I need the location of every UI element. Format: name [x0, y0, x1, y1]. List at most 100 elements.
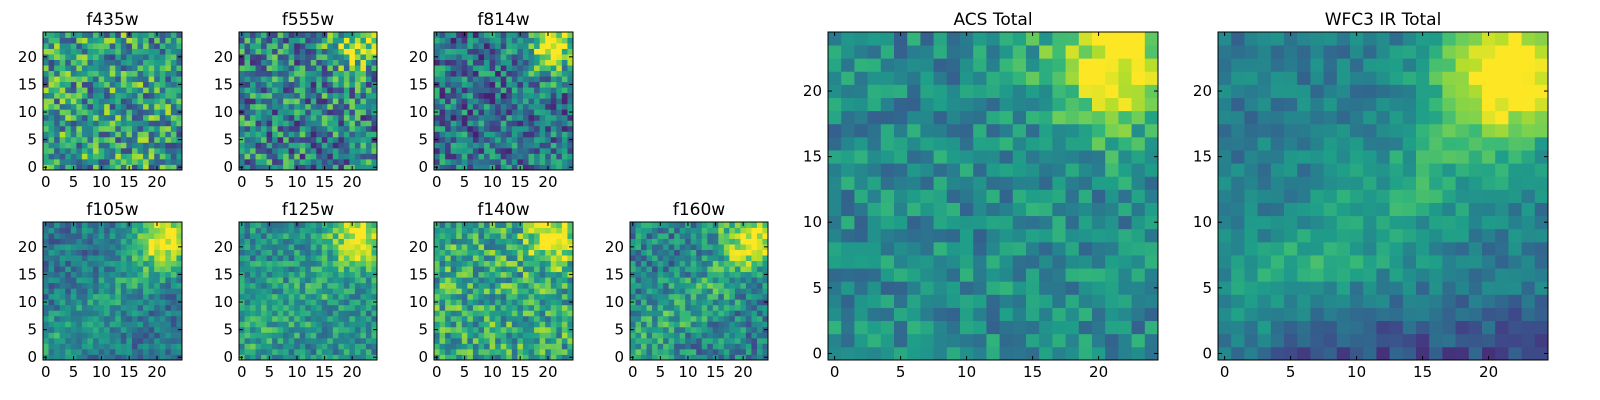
- heatmap-cell: [272, 348, 279, 355]
- heatmap-cell: [176, 260, 183, 267]
- heatmap-cell: [539, 59, 546, 66]
- heatmap-cell: [506, 70, 513, 77]
- heatmap-cell: [349, 103, 356, 110]
- heatmap-cell: [176, 332, 183, 339]
- heatmap-cell: [450, 48, 457, 55]
- heatmap-cell: [360, 310, 367, 317]
- heatmap-cell: [495, 249, 502, 256]
- heatmap-cell: [305, 271, 312, 278]
- heatmap-cell: [321, 321, 328, 328]
- heatmap-cell: [288, 244, 295, 250]
- heatmap-cell: [266, 136, 273, 143]
- heatmap-cell: [310, 222, 317, 228]
- heatmap-cell: [528, 249, 535, 256]
- heatmap-cell: [506, 48, 513, 55]
- heatmap-cell: [165, 343, 172, 350]
- heatmap-cell: [539, 37, 546, 44]
- heatmap-cell: [170, 288, 177, 295]
- heatmap-cell: [272, 282, 279, 289]
- heatmap-cell: [272, 142, 279, 149]
- heatmap-cell: [170, 142, 177, 149]
- heatmap-cell: [550, 249, 557, 256]
- heatmap-cell: [707, 337, 714, 344]
- heatmap-cell: [343, 260, 350, 267]
- heatmap-cell: [517, 337, 524, 344]
- heatmap-cell: [534, 70, 541, 77]
- heatmap-cell: [690, 315, 697, 322]
- heatmap-cell: [81, 87, 88, 94]
- heatmap-cell: [734, 293, 741, 300]
- heatmap-cell: [159, 271, 166, 278]
- heatmap-cell: [244, 222, 251, 228]
- heatmap-cell: [506, 103, 513, 110]
- heatmap-cell: [81, 354, 88, 361]
- heatmap-cell: [159, 158, 166, 165]
- heatmap-cell: [867, 281, 882, 295]
- heatmap-cell: [87, 164, 94, 171]
- heatmap-cell: [517, 81, 524, 88]
- heatmap-cell: [707, 354, 714, 361]
- heatmap-cell: [159, 142, 166, 149]
- heatmap-cell: [646, 277, 653, 284]
- heatmap-cell: [365, 87, 372, 94]
- heatmap-cell: [343, 142, 350, 149]
- heatmap-cell: [550, 136, 557, 143]
- heatmap-cell: [1105, 189, 1119, 203]
- heatmap-cell: [467, 147, 474, 154]
- heatmap-cell: [76, 136, 83, 143]
- heatmap-cell: [495, 315, 502, 322]
- heatmap-cell: [500, 348, 507, 355]
- y-tick-label: 5: [223, 131, 233, 149]
- heatmap-cell: [48, 109, 55, 116]
- heatmap-cell: [327, 222, 334, 228]
- heatmap-cell: [343, 136, 350, 143]
- heatmap-cell: [450, 114, 457, 121]
- heatmap-cell: [517, 120, 524, 127]
- heatmap-cell: [734, 222, 741, 228]
- heatmap-cell: [305, 37, 312, 44]
- heatmap-cell: [679, 288, 686, 295]
- heatmap-cell: [467, 70, 474, 77]
- heatmap-cell: [522, 222, 529, 228]
- heatmap-cell: [148, 222, 155, 228]
- heatmap-cell: [545, 147, 552, 154]
- heatmap-cell: [332, 153, 339, 160]
- heatmap-cell: [76, 304, 83, 311]
- heatmap-cell: [652, 249, 658, 256]
- heatmap-cell: [522, 310, 529, 317]
- heatmap-cell: [745, 310, 752, 317]
- heatmap-cell: [646, 293, 653, 300]
- heatmap-cell: [43, 293, 49, 300]
- heatmap-cell: [143, 43, 150, 49]
- heatmap-cell: [109, 238, 116, 245]
- heatmap-cell: [120, 54, 127, 60]
- heatmap-cell: [751, 244, 758, 250]
- heatmap-cell: [1052, 268, 1066, 282]
- heatmap-cell: [321, 114, 328, 121]
- heatmap-cell: [98, 260, 105, 267]
- heatmap-cell: [288, 120, 295, 127]
- heatmap-cell: [1118, 189, 1132, 203]
- heatmap-cell: [255, 315, 262, 322]
- heatmap-cell: [126, 54, 133, 60]
- heatmap-cell: [657, 255, 664, 262]
- heatmap-cell: [266, 238, 273, 245]
- heatmap-cell: [170, 271, 177, 278]
- heatmap-cell: [109, 348, 116, 355]
- heatmap-cell: [668, 249, 675, 256]
- heatmap-cell: [321, 260, 328, 267]
- heatmap-cell: [500, 288, 507, 295]
- heatmap-cell: [115, 343, 122, 350]
- heatmap-cell: [109, 37, 116, 44]
- heatmap-cell: [120, 120, 127, 127]
- heatmap-cell: [159, 103, 166, 110]
- heatmap-cell: [445, 76, 452, 83]
- heatmap-cell: [751, 354, 758, 361]
- heatmap-cell: [93, 142, 99, 149]
- heatmap-cell: [545, 76, 552, 83]
- heatmap-cell: [154, 136, 161, 143]
- heatmap-cell: [48, 233, 55, 239]
- heatmap-cell: [126, 337, 133, 344]
- heatmap-cell: [489, 304, 496, 311]
